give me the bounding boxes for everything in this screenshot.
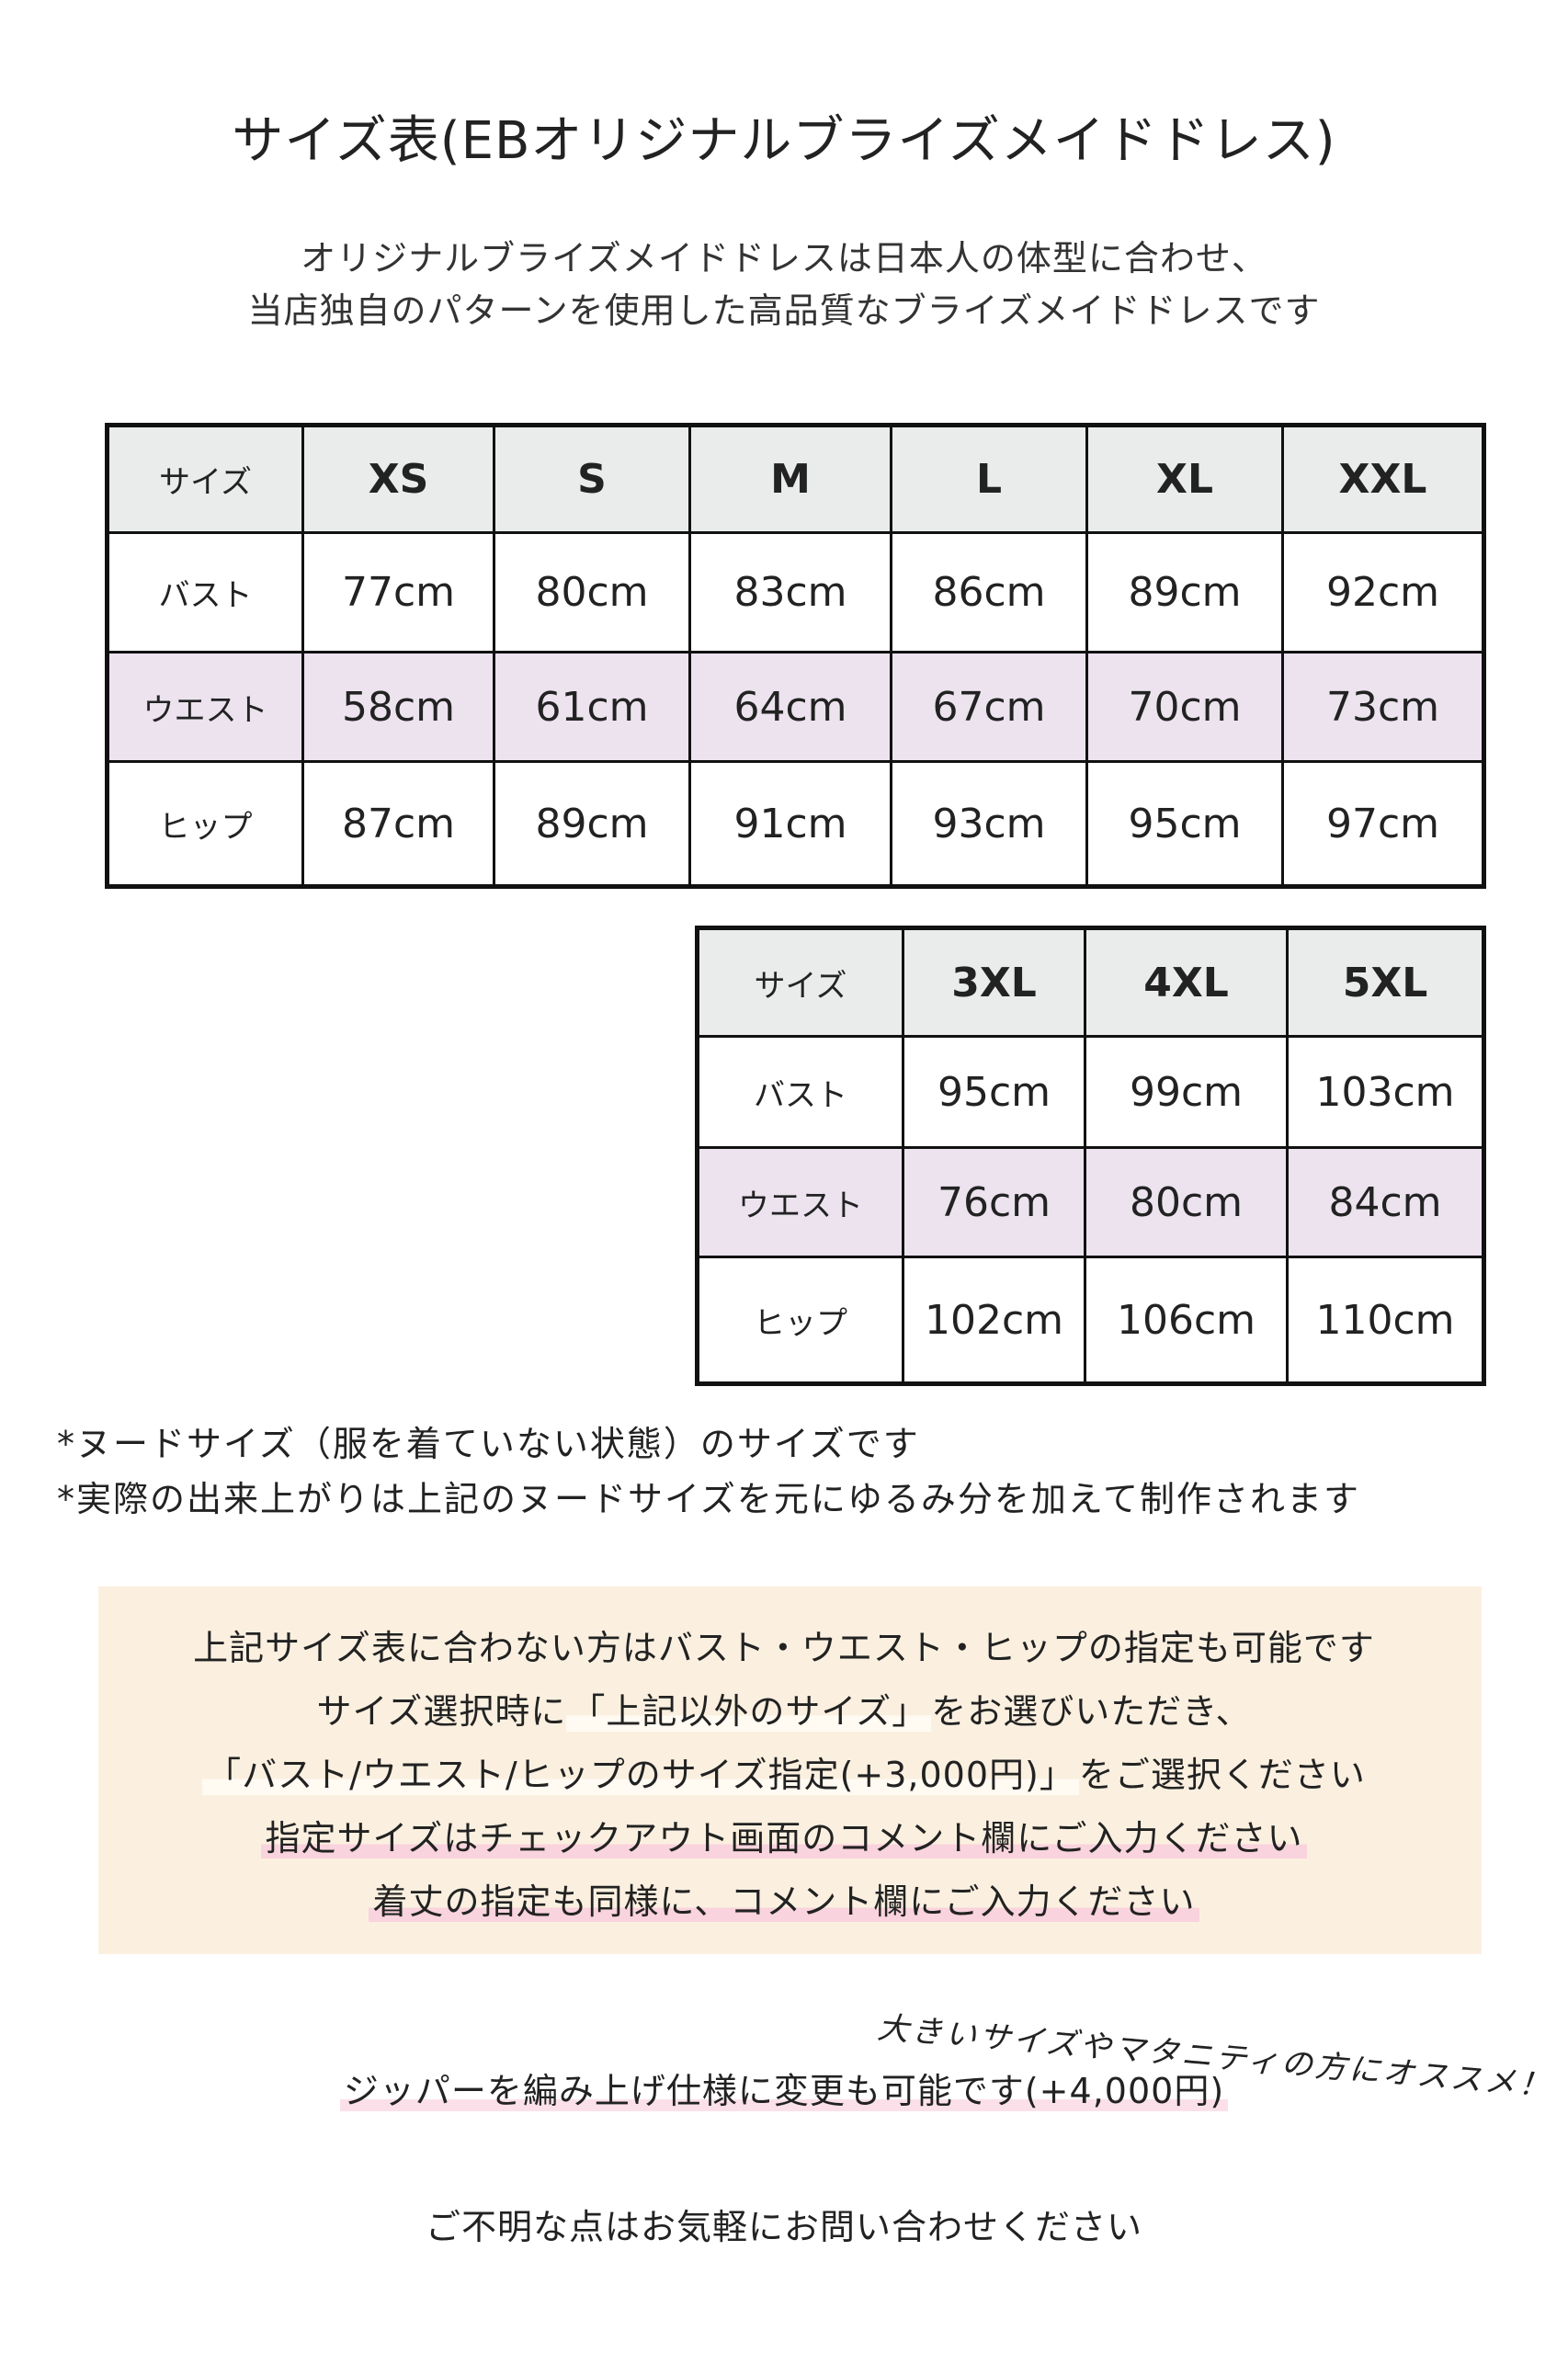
size-header: 5XL <box>1286 926 1485 1038</box>
highlight-text: 「上記以外のサイズ」 <box>566 1691 932 1732</box>
table-row-hip: ヒップ 102cm 106cm 110cm <box>696 1256 1485 1385</box>
table-row-waist: ウエスト 76cm 80cm 84cm <box>696 1146 1485 1258</box>
table-cell: 92cm <box>1281 531 1485 654</box>
text: をお選びいただき、 <box>931 1691 1252 1732</box>
contact-note: ご不明な点はお気軽にお問い合わせください <box>425 2207 1142 2247</box>
header-label: サイズ <box>106 424 304 534</box>
box-line-2: サイズ選択時に 「上記以外のサイズ」 をお選びいただき、 <box>0 1683 1568 1733</box>
table-cell: 102cm <box>902 1256 1086 1385</box>
table-cell: 99cm <box>1084 1035 1289 1149</box>
size-header: 4XL <box>1084 926 1289 1038</box>
row-label: バスト <box>106 531 304 654</box>
table-cell: 83cm <box>688 531 892 654</box>
table-cell: 64cm <box>688 651 892 763</box>
table-cell: 103cm <box>1286 1035 1485 1149</box>
table-cell: 95cm <box>1085 760 1284 888</box>
box-line-3: 「バスト/ウエスト/ヒップのサイズ指定(+3,000円)」 をご選択ください <box>0 1746 1568 1797</box>
row-label: バスト <box>696 1035 904 1149</box>
subtitle-line-1: オリジナルブライズメイドドレスは日本人の体型に合わせ、 <box>301 238 1267 278</box>
table-header-row: サイズ XS S M L XL XXL <box>106 424 1485 534</box>
box-line-1: 上記サイズ表に合わない方はバスト・ウエスト・ヒップの指定も可能です <box>193 1628 1375 1668</box>
size-table-standard: サイズ XS S M L XL XXL バスト 77cm 80cm 83cm 86cm 89cm 92c… <box>105 423 1486 889</box>
table-cell: 93cm <box>890 760 1088 888</box>
size-header: XXL <box>1281 424 1485 534</box>
table-cell: 58cm <box>301 651 495 763</box>
size-header: L <box>890 424 1088 534</box>
size-header: M <box>688 424 892 534</box>
highlight-text: 着丈の指定も同様に、コメント欄にご入力ください <box>369 1881 1199 1922</box>
table-cell: 110cm <box>1286 1256 1485 1385</box>
table-row-hip: ヒップ 87cm 89cm 91cm 93cm 95cm 97cm <box>106 760 1485 888</box>
highlight-text: ジッパーを編み上げ仕様に変更も可能です(+4,000円) <box>339 2071 1229 2111</box>
highlight-text: 指定サイズはチェックアウト画面のコメント欄にご入力ください <box>261 1818 1307 1859</box>
table-cell: 73cm <box>1281 651 1485 763</box>
table-cell: 76cm <box>902 1146 1086 1258</box>
box-line-4: 指定サイズはチェックアウト画面のコメント欄にご入力ください <box>0 1810 1568 1860</box>
row-label: ウエスト <box>106 651 304 763</box>
size-header: XS <box>301 424 495 534</box>
table-cell: 87cm <box>301 760 495 888</box>
table-cell: 106cm <box>1084 1256 1289 1385</box>
text: サイズ選択時に <box>316 1691 567 1732</box>
size-header: S <box>493 424 691 534</box>
row-label: ヒップ <box>696 1256 904 1385</box>
table-cell: 84cm <box>1286 1146 1485 1258</box>
size-header: 3XL <box>902 926 1086 1038</box>
row-label: ヒップ <box>106 760 304 888</box>
subtitle-line-2: 当店独自のパターンを使用した高品質なブライズメイドドレスです <box>247 290 1321 331</box>
table-cell: 67cm <box>890 651 1088 763</box>
table-header-row: サイズ 3XL 4XL 5XL <box>696 926 1485 1038</box>
text: をご選択ください <box>1078 1755 1366 1795</box>
table-row-bust: バスト 77cm 80cm 83cm 86cm 89cm 92cm <box>106 531 1485 654</box>
header-label: サイズ <box>696 926 904 1038</box>
table-cell: 86cm <box>890 531 1088 654</box>
table-cell: 97cm <box>1281 760 1485 888</box>
table-cell: 95cm <box>902 1035 1086 1149</box>
row-label: ウエスト <box>696 1146 904 1258</box>
table-row-bust: バスト 95cm 99cm 103cm <box>696 1035 1485 1149</box>
page-title: サイズ表(EBオリジナルブライズメイドドレス) <box>232 111 1336 171</box>
table-cell: 80cm <box>1084 1146 1289 1258</box>
table-cell: 70cm <box>1085 651 1284 763</box>
zipper-option: ジッパーを編み上げ仕様に変更も可能です(+4,000円) <box>0 2063 1568 2113</box>
size-table-large: サイズ 3XL 4XL 5XL バスト 95cm 99cm 103cm ウエスト 76cm 80… <box>695 926 1486 1386</box>
table-cell: 91cm <box>688 760 892 888</box>
table-cell: 77cm <box>301 531 495 654</box>
highlight-text: 「バスト/ウエスト/ヒップのサイズ指定(+3,000円)」 <box>202 1755 1079 1795</box>
size-header: XL <box>1085 424 1284 534</box>
note-finished-size: *実際の出来上がりは上記のヌードサイズを元にゆるみ分を加えて制作されます <box>57 1479 1360 1519</box>
box-line-5: 着丈の指定も同様に、コメント欄にご入力ください <box>0 1873 1568 1924</box>
table-cell: 80cm <box>493 531 691 654</box>
table-row-waist: ウエスト 58cm 61cm 64cm 67cm 70cm 73cm <box>106 651 1485 763</box>
table-cell: 61cm <box>493 651 691 763</box>
table-cell: 89cm <box>493 760 691 888</box>
note-nude-size: *ヌードサイズ（服を着ていない状態）のサイズです <box>57 1424 920 1464</box>
table-cell: 89cm <box>1085 531 1284 654</box>
